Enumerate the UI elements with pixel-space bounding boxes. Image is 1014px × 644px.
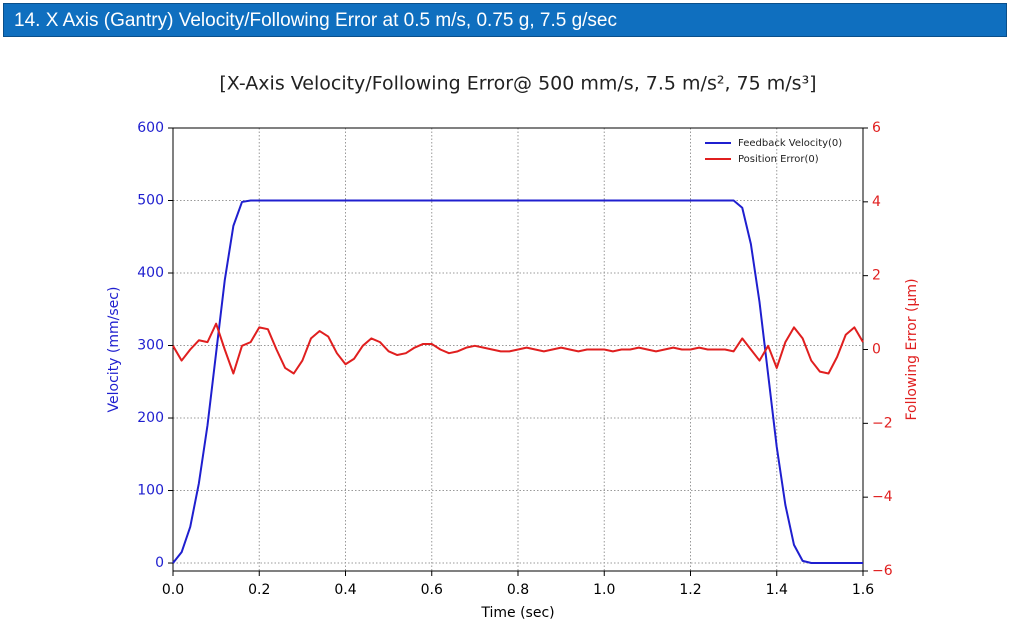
x-tick-label: 0.4: [334, 582, 356, 598]
y-axis-label: Velocity (mm/sec): [106, 287, 122, 413]
legend-label: Position Error(0): [738, 154, 819, 165]
y2-tick-label: 6: [872, 120, 881, 136]
x-tick-label: 1.6: [852, 582, 874, 598]
x-tick-label: 0.0: [162, 582, 184, 598]
y-tick-label: 0: [155, 555, 164, 571]
y-tick-label: 500: [137, 193, 164, 209]
series-line: [172, 199, 863, 565]
y2-tick-label: −4: [872, 489, 893, 505]
plot-frame: [172, 127, 864, 572]
y-tick-label: 600: [137, 120, 164, 136]
y-tick-label: 400: [137, 265, 164, 281]
y-tick-label: 200: [137, 410, 164, 426]
x-tick-label: 1.0: [593, 582, 615, 598]
y2-tick-label: −2: [872, 415, 893, 431]
series-line: [172, 322, 864, 375]
x-tick-label: 1.2: [679, 582, 701, 598]
x-tick-label: 0.2: [248, 582, 270, 598]
chart-title: [X-Axis Velocity/Following Error@ 500 mm…: [219, 73, 816, 95]
section-banner: 14. X Axis (Gantry) Velocity/Following E…: [3, 3, 1007, 37]
chart: [X-Axis Velocity/Following Error@ 500 mm…: [106, 73, 920, 622]
y-tick-label: 100: [137, 483, 164, 499]
y-tick-label: 300: [137, 338, 164, 354]
x-tick-label: 0.6: [421, 582, 443, 598]
legend-label: Feedback Velocity(0): [738, 138, 842, 149]
x-axis-label: Time (sec): [480, 605, 554, 621]
y2-tick-label: 2: [872, 268, 881, 284]
y2-tick-label: 0: [872, 342, 881, 358]
y2-axis-label: Following Error (µm): [904, 278, 920, 420]
y2-tick-label: 4: [872, 194, 881, 210]
x-tick-label: 1.4: [766, 582, 788, 598]
y2-tick-label: −6: [872, 563, 893, 579]
x-tick-label: 0.8: [507, 582, 529, 598]
